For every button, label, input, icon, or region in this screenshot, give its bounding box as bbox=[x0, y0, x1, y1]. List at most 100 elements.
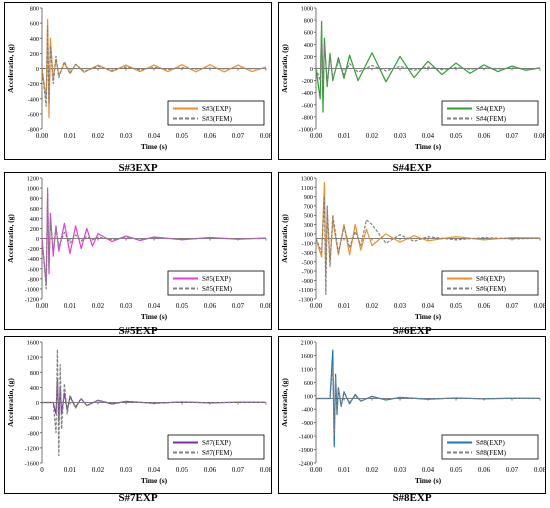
chart-panel-s4: -1000 -800 -600 -400 -200 0 200 400 600 800 1000 0.… bbox=[278, 2, 547, 160]
y-tick-label: 1200 bbox=[27, 355, 39, 362]
x-axis-label: Time (s) bbox=[415, 142, 442, 151]
y-tick-label: -600 bbox=[28, 111, 39, 118]
chart-panel-s6: -1300 -1100 -900 -700 -500 -300 -100 100 300 500 7… bbox=[278, 172, 547, 330]
x-tick-label: 0.01 bbox=[338, 302, 351, 310]
x-tick-label: 0.02 bbox=[366, 132, 379, 140]
x-tick-label: 0.04 bbox=[422, 302, 435, 310]
y-tick-label: 1200 bbox=[27, 176, 39, 183]
x-tick-label: 0.07 bbox=[232, 302, 245, 310]
x-tick-label: 0.06 bbox=[478, 132, 491, 140]
y-tick-label: -400 bbox=[28, 256, 39, 263]
y-tick-label: 200 bbox=[304, 54, 313, 61]
y-tick-label: 400 bbox=[304, 42, 313, 49]
y-tick-label: 400 bbox=[30, 385, 39, 392]
chart-panel-s8: -2400 -1900 -1400 -900 -400 100 600 1100 1600 210… bbox=[278, 336, 547, 494]
x-tick-label: 0.06 bbox=[478, 466, 491, 474]
x-tick-label: 0.02 bbox=[92, 132, 105, 140]
y-tick-label: 1100 bbox=[301, 185, 313, 192]
y-tick-label: -1100 bbox=[299, 287, 313, 294]
x-tick-label: 0.00 bbox=[36, 132, 49, 140]
chart-s3: -800 -600 -400 -200 0 200 400 600 800 0.00 0.01 0.0… bbox=[4, 2, 273, 160]
y-axis-label: Acceleratio, (g) bbox=[280, 44, 289, 93]
y-axis-label: Acceleratio, (g) bbox=[280, 214, 289, 263]
x-tick-label: 0.05 bbox=[176, 466, 189, 474]
y-tick-label: -1400 bbox=[299, 434, 313, 441]
chart-caption-s8: S#8EXP bbox=[392, 492, 432, 504]
legend-label-s-5-exp: S#5(EXP) bbox=[202, 275, 231, 283]
chart-frame-s-8exp bbox=[278, 336, 546, 494]
y-tick-label: -400 bbox=[302, 90, 313, 97]
chart-s4: -1000 -800 -600 -400 -200 0 200 400 600 800 1000 0.… bbox=[278, 2, 547, 160]
y-tick-label: -600 bbox=[302, 102, 313, 109]
x-tick-label: 0.08 bbox=[534, 132, 547, 140]
x-tick-label: 0.01 bbox=[338, 132, 351, 140]
chart-caption-s6: S#6EXP bbox=[392, 325, 432, 337]
legend-label-s-7-exp: S#7(EXP) bbox=[202, 439, 231, 447]
y-tick-label: 0 bbox=[36, 236, 39, 243]
y-tick-label: -1900 bbox=[299, 447, 313, 454]
x-tick-label: 0.02 bbox=[366, 466, 379, 474]
x-tick-label: 0.03 bbox=[394, 132, 407, 140]
chart-s8: -2400 -1900 -1400 -900 -400 100 600 1100 1600 210… bbox=[278, 336, 547, 494]
series-line-s-7-fem bbox=[42, 348, 267, 457]
y-tick-label: -500 bbox=[302, 259, 313, 266]
x-axis-label: Time (s) bbox=[141, 142, 168, 151]
y-tick-label: 800 bbox=[30, 370, 39, 377]
chart-s5: -1200 -1000 -800 -600 -400 -200 0 200 400 600 800 1… bbox=[4, 172, 273, 330]
x-tick-label: 0.08 bbox=[534, 302, 547, 310]
x-tick-label: 0.05 bbox=[176, 302, 189, 310]
x-tick-label: 0.06 bbox=[204, 132, 217, 140]
y-tick-label: 300 bbox=[304, 222, 313, 229]
x-tick-label: 0.02 bbox=[92, 302, 105, 310]
legend-label-s-6-exp: S#6(EXP) bbox=[476, 275, 505, 283]
x-tick-label: 0.03 bbox=[394, 302, 407, 310]
series-line-s-4-exp bbox=[315, 20, 541, 113]
legend-label-s-8-fem: S#8(FEM) bbox=[476, 449, 507, 457]
y-tick-label: 600 bbox=[304, 380, 313, 387]
y-tick-label: 400 bbox=[30, 36, 39, 43]
y-tick-label: -100 bbox=[302, 241, 313, 248]
chart-panel-s5: -1200 -1000 -800 -600 -400 -200 0 200 400 600 800 1… bbox=[4, 172, 273, 330]
x-tick-label: 0.07 bbox=[506, 466, 519, 474]
x-tick-label: 0.07 bbox=[506, 132, 519, 140]
x-tick-label: 0.05 bbox=[450, 302, 463, 310]
y-tick-label: 800 bbox=[30, 196, 39, 203]
y-tick-label: 700 bbox=[304, 203, 313, 210]
x-tick-label: 0.06 bbox=[204, 466, 217, 474]
y-tick-label: 0 bbox=[36, 66, 39, 73]
x-tick-label: 0.04 bbox=[422, 132, 435, 140]
y-tick-label: 500 bbox=[304, 213, 313, 220]
y-tick-label: -1300 bbox=[299, 297, 313, 304]
x-tick-label: 0.04 bbox=[422, 466, 435, 474]
y-tick-label: -800 bbox=[302, 114, 313, 121]
x-tick-label: 0.03 bbox=[120, 466, 133, 474]
y-tick-label: -900 bbox=[302, 420, 313, 427]
y-tick-label: -400 bbox=[28, 415, 39, 422]
legend-label-s-5-fem: S#5(FEM) bbox=[202, 285, 233, 293]
x-tick-label: 0.03 bbox=[120, 302, 133, 310]
y-tick-label: 1000 bbox=[27, 186, 39, 193]
legend-box bbox=[167, 100, 265, 126]
chart-caption-s4: S#4EXP bbox=[392, 162, 432, 174]
y-tick-label: -200 bbox=[28, 246, 39, 253]
legend-box bbox=[441, 100, 539, 126]
x-tick-label: 0.01 bbox=[64, 302, 77, 310]
y-tick-label: -200 bbox=[302, 78, 313, 85]
chart-caption-s3: S#3EXP bbox=[118, 162, 158, 174]
y-tick-label: -200 bbox=[28, 81, 39, 88]
x-tick-label: 0.03 bbox=[120, 132, 133, 140]
y-tick-label: 2100 bbox=[301, 340, 313, 347]
y-axis-label: Acceleratio, (g) bbox=[6, 44, 15, 93]
x-tick-label: 0.00 bbox=[310, 466, 323, 474]
y-tick-label: 600 bbox=[30, 206, 39, 213]
y-tick-label: 200 bbox=[30, 226, 39, 233]
x-tick-label: 0.08 bbox=[534, 466, 547, 474]
x-axis-label: Time (s) bbox=[141, 476, 168, 485]
y-tick-label: -900 bbox=[302, 278, 313, 285]
y-tick-label: -1000 bbox=[25, 286, 39, 293]
series-line-s-4-fem bbox=[315, 28, 541, 88]
x-tick-label: 0.00 bbox=[36, 302, 49, 310]
y-tick-label: 800 bbox=[304, 18, 313, 25]
x-tick-label: 0.07 bbox=[506, 302, 519, 310]
x-tick-label: 0.07 bbox=[232, 132, 245, 140]
